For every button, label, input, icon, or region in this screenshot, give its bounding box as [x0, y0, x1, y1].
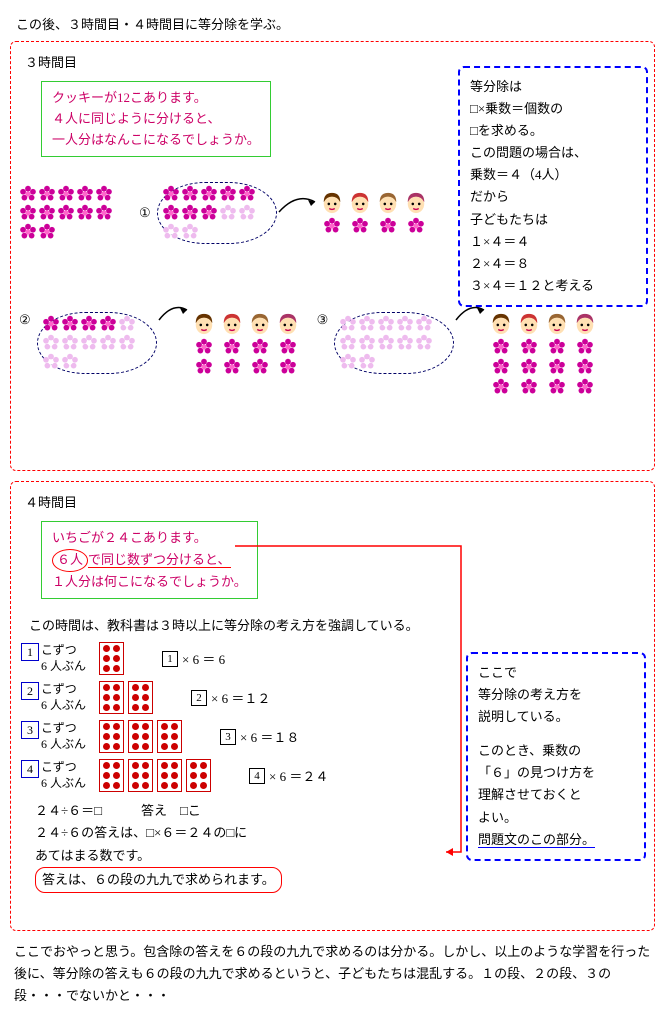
- arrow-icon: [277, 188, 321, 218]
- lesson3-explain: 等分除は □×乗数＝個数の □を求める。 この問題の場合は、 乗数＝４（4人） …: [458, 66, 648, 307]
- flower-cluster: [19, 185, 119, 241]
- dot-cards: [99, 681, 153, 714]
- lesson3-problem: クッキーが12こあります。 ４人に同じように分けると、 一人分はなんこになるでし…: [41, 81, 271, 157]
- arrow-icon: [157, 298, 193, 326]
- flower-ellipse: [37, 312, 157, 374]
- lesson4-explain: ここで 等分除の考え方を 説明している。 このとき、乗数の 「６」の見つけ方を …: [466, 652, 646, 861]
- explain-line: 「６」の見つけ方を: [478, 762, 634, 784]
- boxed-number: 4: [21, 760, 39, 778]
- lesson4-problem: いちごが２４こあります。 ６人で同じ数ずつ分けると、 １人分は何こになるでしょう…: [41, 521, 258, 599]
- dot-cards: [99, 642, 124, 675]
- lesson4-note: この時間は、教科書は３時以上に等分除の考え方を強調している。: [29, 615, 644, 634]
- lesson4-label: ４時間目: [25, 492, 644, 511]
- explain-line: よい。: [478, 807, 634, 829]
- explain-line: 問題文のこの部分。: [478, 829, 634, 851]
- boxed-number: 1: [162, 651, 178, 667]
- dot-cards: [99, 759, 211, 792]
- explain-line: だから: [470, 186, 636, 208]
- footer-text: ここでおやっと思う。包含除の答えを６の段の九九で求めるのは分かる。しかし、以上の…: [14, 941, 651, 1007]
- explain-line: □×乗数＝個数の: [470, 98, 636, 120]
- boxed-number: 3: [220, 729, 236, 745]
- explain-line: □を求める。: [470, 120, 636, 142]
- answer-line: 答えは、６の段の九九で求められます。: [35, 867, 644, 893]
- explain-line: 子どもたちは: [470, 209, 636, 231]
- explain-line: この問題の場合は、: [470, 142, 636, 164]
- step-marker-2: ②: [19, 312, 31, 328]
- boxed-number: 1: [21, 643, 39, 661]
- flower-ellipse: [334, 312, 454, 374]
- circled-text: ６人: [52, 549, 88, 572]
- faces-row: [490, 312, 596, 396]
- explain-line: 等分除は: [470, 76, 636, 98]
- boxed-number: 3: [21, 721, 39, 739]
- step-marker-3: ③: [317, 312, 329, 328]
- explain-line: ここで: [478, 662, 634, 684]
- explain-line: 乗数＝４（4人）: [470, 164, 636, 186]
- boxed-number: 4: [249, 768, 265, 784]
- lesson3-box: ３時間目 クッキーが12こあります。 ４人に同じように分けると、 一人分はなんこ…: [10, 41, 655, 471]
- faces-row: [321, 191, 427, 235]
- explain-line: １×４＝４: [470, 231, 636, 253]
- boxed-number: 2: [191, 690, 207, 706]
- flower-ellipse: [157, 182, 277, 244]
- boxed-number: 2: [21, 682, 39, 700]
- problem-line: いちごが２４こあります。: [52, 528, 247, 549]
- explain-line: 理解させておくと: [478, 784, 634, 806]
- problem-line: クッキーが12こあります。: [52, 88, 260, 109]
- faces-row: [193, 312, 299, 376]
- explain-line: 説明している。: [478, 706, 634, 728]
- explain-line: ２×４＝８: [470, 253, 636, 275]
- dot-cards: [99, 720, 182, 753]
- intro-text: この後、３時間目・４時間目に等分除を学ぶ。: [16, 14, 655, 33]
- problem-line: １人分は何こになるでしょうか。: [52, 572, 247, 593]
- explain-line: このとき、乗数の: [478, 740, 634, 762]
- arrow-icon: [454, 298, 490, 326]
- problem-line: 一人分はなんこになるでしょうか。: [52, 130, 260, 151]
- explain-line: 等分除の考え方を: [478, 684, 634, 706]
- step-marker-1: ①: [139, 205, 151, 221]
- problem-line: ６人で同じ数ずつ分けると、: [52, 549, 247, 572]
- problem-line: ４人に同じように分けると、: [52, 109, 260, 130]
- lesson4-box: ４時間目 いちごが２４こあります。 ６人で同じ数ずつ分けると、 １人分は何こにな…: [10, 481, 655, 931]
- explain-line: ３×４＝１２と考える: [470, 275, 636, 297]
